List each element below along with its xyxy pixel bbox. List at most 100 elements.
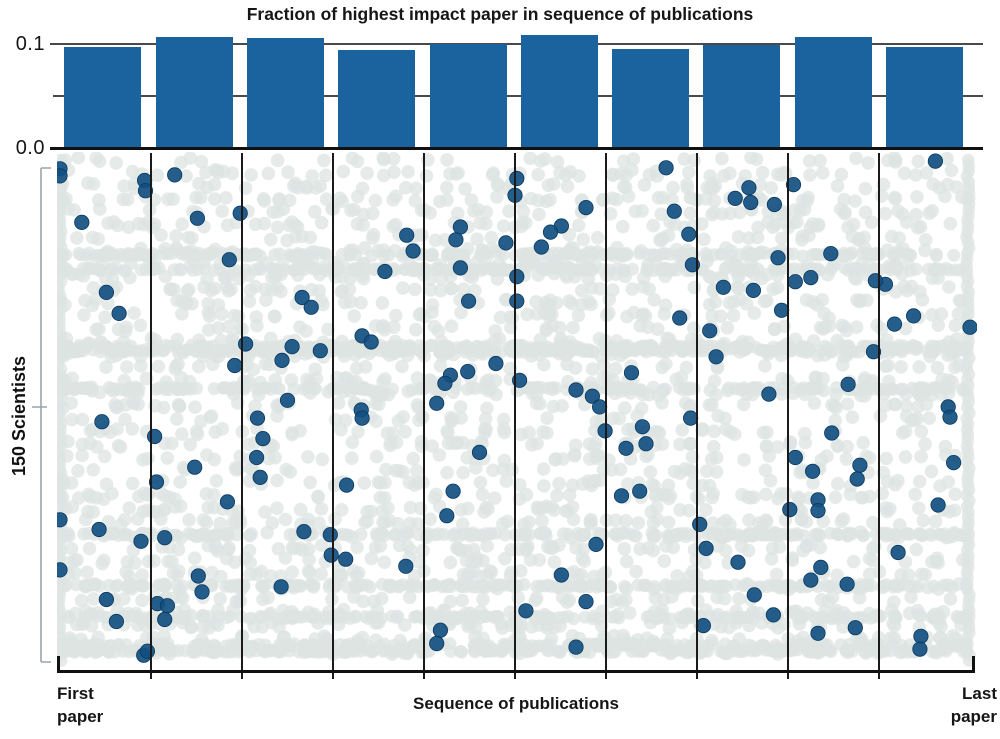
highest-impact-dot (666, 203, 682, 219)
highest-impact-dot (886, 316, 903, 332)
highest-impact-dot (708, 349, 724, 365)
scatter-plot (57, 152, 977, 679)
highest-impact-dot (810, 502, 826, 519)
highest-impact-dot (148, 474, 165, 490)
highest-impact-dot (488, 355, 504, 372)
x-start-label: First paper (57, 684, 104, 726)
highest-impact-dot (584, 388, 601, 404)
highest-impact-dot (745, 282, 762, 298)
x-axis (57, 656, 975, 673)
highest-impact-dot (533, 239, 549, 255)
highest-impact-dot (509, 269, 525, 285)
bar-ytick-0p1: 0.1 (15, 33, 45, 55)
highest-impact-dot (232, 205, 248, 221)
highest-impact-dot (189, 210, 205, 226)
highest-impact-dot (398, 558, 414, 574)
gridline-0p1 (50, 43, 983, 45)
highest-impact-dot (658, 160, 674, 176)
x-axis-label: Sequence of publications (413, 694, 619, 713)
highest-impact-dot (810, 625, 826, 641)
highest-impact-dot (303, 299, 319, 315)
highest-impact-dot (803, 572, 819, 588)
highest-impact-dot (618, 440, 634, 456)
x-end-label: Last paper (950, 684, 997, 726)
highest-impact-dot (354, 410, 370, 426)
highest-impact-dot (509, 170, 525, 187)
highest-impact-dot (322, 527, 338, 543)
highest-impact-dot (568, 382, 584, 398)
figure-title: Fraction of highest impact paper in sequ… (246, 4, 754, 24)
highest-impact-dot (249, 449, 265, 466)
bar-decile-9 (794, 36, 872, 148)
highest-impact-dot (274, 352, 290, 368)
highest-impact-dot (913, 628, 929, 644)
highest-impact-dot (137, 183, 154, 199)
highest-impact-dot (804, 463, 821, 479)
highest-impact-dot (765, 607, 782, 623)
highest-impact-dot (252, 469, 268, 485)
highest-impact-dot (187, 459, 203, 475)
highest-impact-dot (190, 568, 206, 584)
highest-impact-dot (91, 521, 107, 538)
highest-impact-dot (578, 199, 594, 216)
highest-impact-dot (439, 508, 455, 524)
highest-impact-dots-layer (57, 153, 977, 663)
y-axis-bracket (32, 167, 51, 663)
highest-impact-dot (429, 635, 445, 652)
highest-impact-dot (682, 410, 699, 426)
highest-impact-dot (133, 533, 149, 549)
bracket-path (32, 167, 51, 663)
highest-impact-dot (94, 414, 110, 430)
highest-impact-dot (429, 395, 445, 411)
highest-impact-dot (672, 310, 688, 326)
bar-decile-5 (429, 44, 507, 148)
highest-impact-dot (588, 536, 604, 552)
highest-impact-dot (638, 436, 654, 452)
highest-impact-dot (912, 641, 928, 657)
highest-impact-dot (294, 289, 310, 306)
highest-impact-dot (930, 497, 946, 513)
bar-decile-10 (886, 47, 963, 148)
highest-impact-dot (147, 428, 163, 445)
highest-impact-dot (296, 523, 312, 540)
highest-impact-dot (840, 376, 856, 392)
highest-impact-dot (273, 579, 289, 595)
highest-impact-dot (727, 190, 743, 207)
highest-impact-dot (591, 399, 608, 415)
highest-impact-dot (312, 343, 328, 359)
highest-impact-dot (568, 639, 584, 655)
highest-impact-dot (377, 263, 393, 280)
bar-decile-4 (338, 50, 416, 148)
highest-impact-dot (945, 454, 962, 471)
highest-impact-dot (338, 477, 355, 493)
highest-impact-dot (962, 319, 977, 335)
highest-impact-dot (578, 593, 594, 610)
highest-impact-dot (741, 180, 757, 196)
highest-impact-dot (157, 530, 173, 546)
highest-impact-dot (57, 168, 68, 184)
highest-impact-dot (363, 334, 379, 350)
highest-impact-dot (761, 386, 777, 402)
highest-impact-dot (437, 375, 453, 391)
highest-impact-dot (74, 214, 90, 231)
highest-impact-dot (634, 419, 651, 435)
highest-impact-dot (108, 613, 125, 630)
bar-decile-2 (155, 36, 233, 148)
highest-impact-dot (681, 226, 697, 242)
highest-impact-dot (460, 364, 476, 380)
highest-impact-dot (773, 302, 790, 318)
highest-impact-dot (787, 274, 803, 290)
highest-impact-dot (553, 567, 569, 583)
highest-impact-dot (813, 559, 829, 575)
highest-impact-dot (159, 598, 176, 614)
bar-chart (60, 28, 973, 148)
highest-impact-dot (221, 252, 237, 268)
highest-impact-dot (849, 471, 865, 487)
highest-impact-dot (692, 516, 708, 532)
highest-impact-dot (448, 232, 464, 248)
highest-impact-dot (249, 410, 266, 426)
highest-impact-dot (139, 643, 156, 659)
highest-impact-dot (698, 540, 714, 556)
highest-impact-dot (942, 409, 958, 425)
